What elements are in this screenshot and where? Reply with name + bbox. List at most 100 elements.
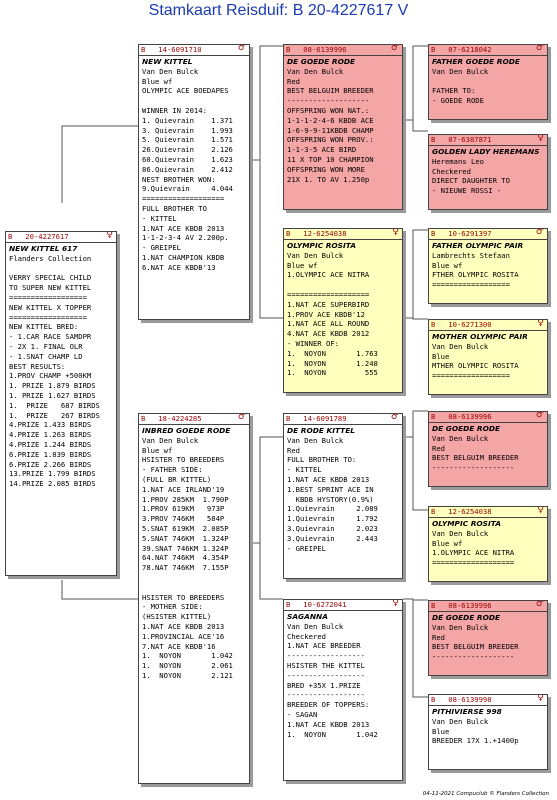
card-line: ================== [432, 371, 510, 381]
female-icon: ♀ [537, 134, 544, 143]
card-line: - 1.CAR RACE SAMDPR [9, 332, 92, 342]
card-header: B 10-6291397 ♂ [429, 229, 547, 240]
pigeon-card-mother[interactable]: B 18-4224285 ♂ INBRED GOEDE RODE Van Den Bu… [138, 413, 250, 784]
pigeon-card-mmf[interactable]: B 08-6139996 ♂ DE GOEDE RODE Van Den Bulck R… [428, 600, 548, 676]
card-line: HSISTER TO BREEDERS [142, 455, 225, 465]
card-line: Red [287, 76, 300, 86]
card-line: 1.NAT ACE KBDB 2013 [142, 223, 225, 233]
card-line: =================== [287, 289, 370, 299]
pigeon-card-ff[interactable]: B 08-6139996 ♂ DE GOEDE RODE Van Den Bulck R… [283, 44, 403, 210]
ring-number: B 07-6218042 [431, 45, 492, 54]
pigeon-card-father[interactable]: B 14-6091710 ♂ NEW KITTEL Van Den Bulck Blue… [138, 44, 250, 320]
pigeon-card-mmm[interactable]: B 08-6139998 ♀ PITHIVIERSE 998 Van Den Bulc… [428, 694, 548, 770]
card-line: 39.SNAT 746KM 1.324P [142, 543, 229, 553]
card-header: B 12-6254038 ♀ [284, 229, 402, 240]
card-line: Van Den Bulck [287, 250, 344, 260]
card-line: 1.PROV 619KM 973P [142, 504, 225, 514]
card-line: 3.Quievrain 2.023 [287, 523, 378, 533]
card-header: B 07-6387871 ♀ [429, 135, 547, 146]
pigeon-card-mm[interactable]: B 10-6272041 ♀ SAGANNA Van Den Bulck Checker… [283, 599, 403, 781]
pigeon-name: PITHIVIERSE 998 [432, 707, 502, 716]
card-line: 1. PRIZE 687 BIRDS [9, 400, 100, 410]
card-line: 1. PRIZE 1.627 BIRDS [9, 390, 96, 400]
card-line: 5.SNAT 619KM 2.085P [142, 523, 229, 533]
card-line: FULL BROTHER TO [142, 203, 207, 213]
card-line: 21X 1. TO AV 1.250p [287, 174, 370, 184]
card-line: - 2X 1. FINAL OLR [9, 341, 83, 351]
pigeon-name: FATHER OLYMPIC PAIR [432, 241, 524, 250]
ring-number: B 10-6271300 [431, 320, 492, 329]
pigeon-card-fmm[interactable]: B 10-6271300 ♀ MOTHER OLYMPIC PAIR Van Den … [428, 319, 548, 395]
card-line: 14.PRIZE 2.085 BIRDS [9, 479, 96, 489]
pigeon-card-self[interactable]: B 20-4227617 ♀ NEW KITTEL 617 Flanders Coll… [5, 231, 117, 576]
ring-number: B 10-6291397 [431, 229, 492, 238]
male-icon: ♂ [390, 413, 399, 422]
pigeon-card-mfm[interactable]: B 12-6254038 ♀ OLYMPIC ROSITA Van Den Bulck… [428, 506, 548, 582]
card-line: NEW KITTEL BRED: [9, 322, 79, 332]
card-line: ------------------- [287, 96, 370, 106]
card-line: 4.PRIZE 1.244 BIRDS [9, 439, 92, 449]
pigeon-name: DE GOEDE RODE [432, 613, 501, 622]
card-line: 1. NOYON 1.763 [287, 348, 378, 358]
card-line: 1-1-2-3-4 AV 2.200p. [142, 233, 229, 243]
card-line: - SAGAN [287, 709, 318, 719]
card-line: Van Den Bulck [287, 621, 344, 631]
card-line: Checkered [287, 631, 326, 641]
pigeon-card-ffm[interactable]: B 07-6387871 ♀ GOLDEN LADY HEREMANS Hereman… [428, 134, 548, 210]
card-line: Checkered [432, 166, 471, 176]
card-line: BEST BELGUIM BREEDER [432, 642, 519, 652]
card-header: B 08-6139996 ♂ [429, 601, 547, 612]
card-line: OLYMPIC ACE BOEDAPES [142, 86, 229, 96]
pigeon-name: DE GOEDE RODE [287, 57, 356, 66]
male-icon: ♂ [535, 411, 544, 420]
card-line: - KITTEL [287, 465, 322, 475]
page-title: Stamkaart Reisduif: B 20-4227617 V [148, 2, 409, 19]
card-line [142, 583, 246, 593]
card-line: HSISTER TO BREEDERS [142, 592, 225, 602]
card-line: Blue wf [142, 445, 173, 455]
card-line: 1-6-9-9-11KBDB CHAMP [287, 125, 374, 135]
ring-number: B 20-4227617 [8, 232, 69, 241]
card-header: B 10-6271300 ♀ [429, 320, 547, 331]
card-line: ------------------- [432, 652, 515, 662]
card-line: MTHER OLYMPIC ROSITA [432, 361, 519, 371]
pigeon-card-fmf[interactable]: B 10-6291397 ♂ FATHER OLYMPIC PAIR Lambrech… [428, 228, 548, 304]
pigeon-card-fm[interactable]: B 12-6254038 ♀ OLYMPIC ROSITA Van Den Bulck… [283, 228, 403, 393]
card-line: 6.PRIZE 2.266 BIRDS [9, 459, 92, 469]
card-line: 1.NAT CHAMPION KBDB [142, 252, 225, 262]
card-line: ------------------ [287, 690, 365, 700]
card-line: 13.PRIZE 1.799 BIRDS [9, 469, 96, 479]
card-line: OFFSPRING WON NAT.: [287, 105, 370, 115]
card-line: 1. NOYON 2.061 [142, 661, 233, 671]
card-line: 60.Quievrain 1.623 [142, 154, 233, 164]
card-line: Flanders Collection [9, 253, 92, 263]
pigeon-card-mff[interactable]: B 08-6139996 ♂ DE GOEDE RODE Van Den Bulck R… [428, 411, 548, 487]
card-line: 1.BEST SPRINT ACE IN [287, 484, 374, 494]
pigeon-card-fff[interactable]: B 07-6218042 ♂ FATHER GOEDE RODE Van Den Bu… [428, 44, 548, 120]
pigeon-card-mf[interactable]: B 14-6091789 ♂ DE RODE KITTEL Van Den Bulck… [283, 413, 403, 579]
card-line [432, 77, 544, 87]
card-line: 1.Quievrain 1.792 [287, 514, 378, 524]
card-line: 1. NOYON 555 [287, 368, 378, 378]
card-line: FATHER TO: [432, 86, 476, 96]
card-line: TO SUPER NEW KITTEL [9, 283, 92, 293]
female-icon: ♀ [537, 506, 544, 515]
card-header: B 08-6139998 ♀ [429, 695, 547, 706]
card-line: 1.NAT ACE KBDB 2013 [287, 474, 370, 484]
card-line: 1.NAT ACE SUPERBIRD [287, 299, 370, 309]
card-line: 1.NAT ACE BREEDER [287, 641, 361, 651]
card-line: Red [432, 443, 445, 453]
card-line: Red [287, 445, 300, 455]
card-header: B 07-6218042 ♂ [429, 45, 547, 56]
card-line: 3.Quievrain 2.443 [287, 533, 378, 543]
card-line: Van Den Bulck [287, 435, 344, 445]
card-line: BREEDER OF TOPPERS: [287, 700, 370, 710]
card-line: 1. NOYON 2.121 [142, 670, 233, 680]
card-line: 1. NOYON 1.248 [287, 358, 378, 368]
card-line: ------------------- [432, 463, 515, 473]
card-line: 6.NAT ACE KBDB'13 [142, 262, 216, 272]
card-line: ------------------ [287, 651, 365, 661]
card-line: Van Den Bulck [432, 341, 489, 351]
card-line: Blue wf [142, 76, 173, 86]
